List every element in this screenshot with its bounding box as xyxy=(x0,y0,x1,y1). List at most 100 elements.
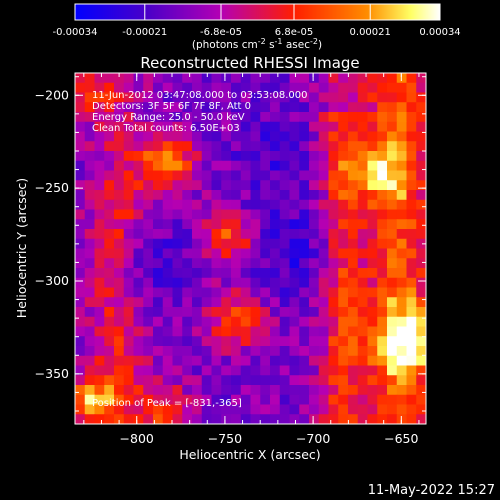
heatmap-cell xyxy=(104,394,115,406)
heatmap-cell xyxy=(289,258,300,269)
heatmap-cell xyxy=(192,160,203,172)
heatmap-cell xyxy=(416,199,426,211)
heatmap-cell xyxy=(279,209,291,220)
heatmap-cell xyxy=(201,258,213,269)
heatmap-cell xyxy=(104,307,115,318)
heatmap-cell xyxy=(270,346,281,357)
heatmap-cell xyxy=(348,365,359,376)
heatmap-cell xyxy=(201,180,213,191)
heatmap-cell xyxy=(416,268,426,279)
heatmap-cell xyxy=(279,355,291,367)
heatmap-cell xyxy=(123,219,135,230)
heatmap-cell xyxy=(396,180,408,191)
heatmap-cell xyxy=(270,307,281,318)
heatmap-cell xyxy=(387,190,398,201)
heatmap-cell xyxy=(84,190,96,201)
heatmap-cell xyxy=(172,180,183,191)
heatmap-cell xyxy=(240,404,252,415)
heatmap-cell xyxy=(279,199,291,211)
heatmap-cell xyxy=(192,385,203,396)
heatmap-cell xyxy=(211,277,222,289)
heatmap-cell xyxy=(104,180,115,191)
heatmap-cell xyxy=(299,209,310,220)
heatmap-cell xyxy=(231,355,242,367)
heatmap-cell xyxy=(396,92,408,103)
heatmap-cell xyxy=(357,355,369,367)
heatmap-cell xyxy=(260,229,271,240)
heatmap-cell xyxy=(211,102,222,113)
heatmap-cell xyxy=(367,238,378,250)
heatmap-cell xyxy=(123,355,135,367)
heatmap-cell xyxy=(240,121,252,133)
heatmap-cell xyxy=(260,112,271,123)
heatmap-cell xyxy=(416,355,426,367)
heatmap-cell xyxy=(289,355,300,367)
heatmap-cell xyxy=(172,73,183,84)
heatmap-cell xyxy=(377,297,388,308)
heatmap-cell xyxy=(348,258,359,269)
heatmap-cell xyxy=(240,238,252,250)
heatmap-cell xyxy=(104,92,115,103)
heatmap-cell xyxy=(348,268,359,279)
heatmap-cell xyxy=(250,160,261,172)
heatmap-cell xyxy=(114,180,125,191)
heatmap-cell xyxy=(250,170,261,181)
heatmap-cell xyxy=(231,219,242,230)
heatmap-cell xyxy=(270,268,281,279)
heatmap-cell xyxy=(104,160,115,172)
heatmap-cell xyxy=(153,414,164,424)
heatmap-cell xyxy=(357,160,369,172)
heatmap-cell xyxy=(104,404,115,415)
heatmap-cell xyxy=(406,180,417,191)
heatmap-cell xyxy=(114,307,125,318)
heatmap-cell xyxy=(123,385,135,396)
heatmap-cell xyxy=(143,92,154,103)
heatmap-cell xyxy=(328,229,339,240)
heatmap-cell xyxy=(367,258,378,269)
heatmap-cell xyxy=(201,238,213,250)
heatmap-cell xyxy=(75,170,86,181)
heatmap-cell xyxy=(377,404,388,415)
heatmap-cell xyxy=(221,287,232,298)
heatmap-cell xyxy=(201,219,213,230)
heatmap-cell xyxy=(114,190,125,201)
heatmap-cell xyxy=(211,82,222,94)
heatmap-cell xyxy=(75,102,86,113)
heatmap-cell xyxy=(75,151,86,162)
heatmap-cell xyxy=(367,404,378,415)
heatmap-cell xyxy=(396,297,408,308)
heatmap-cell xyxy=(153,375,164,386)
heatmap-cell xyxy=(84,326,96,337)
heatmap-cell xyxy=(416,277,426,289)
heatmap-cell xyxy=(114,346,125,357)
heatmap-cell xyxy=(153,316,164,328)
heatmap-cell xyxy=(104,316,115,328)
heatmap-cell xyxy=(104,326,115,337)
heatmap-cell xyxy=(201,229,213,240)
heatmap-cell xyxy=(221,277,232,289)
heatmap-cell xyxy=(114,151,125,162)
heatmap-cell xyxy=(377,141,388,152)
heatmap-cell xyxy=(201,404,213,415)
heatmap-cell xyxy=(143,170,154,181)
heatmap-cell xyxy=(153,73,164,84)
heatmap-cell xyxy=(318,355,330,367)
heatmap-cell xyxy=(123,112,135,123)
heatmap-cell xyxy=(416,375,426,386)
heatmap-cell xyxy=(182,229,193,240)
heatmap-cell xyxy=(123,199,135,211)
heatmap-cell xyxy=(75,160,86,172)
heatmap-cell xyxy=(279,326,291,337)
heatmap-cell xyxy=(104,199,115,211)
heatmap-cell xyxy=(260,102,271,113)
heatmap-cell xyxy=(221,219,232,230)
heatmap-cell xyxy=(318,258,330,269)
heatmap-cell xyxy=(162,307,174,318)
colorbar-tick-label: -0.00021 xyxy=(122,27,167,38)
heatmap-cell xyxy=(231,170,242,181)
heatmap-cell xyxy=(416,219,426,230)
heatmap-cell xyxy=(416,365,426,376)
heatmap-cell xyxy=(172,92,183,103)
heatmap-cell xyxy=(221,199,232,211)
